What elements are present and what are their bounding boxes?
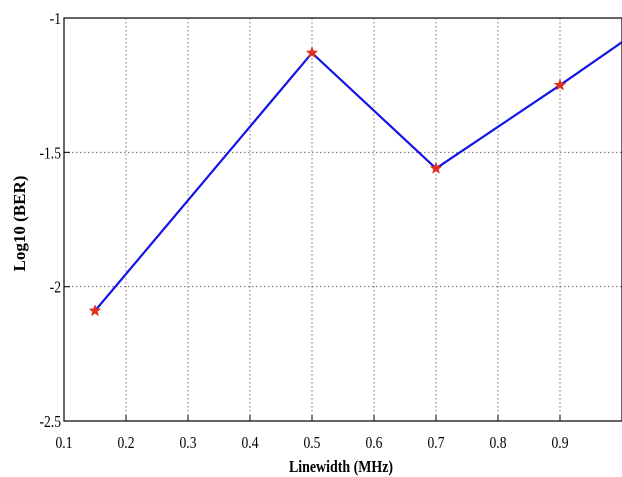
data-point-marker — [88, 304, 102, 317]
x-tick-label: 0.4 — [242, 434, 259, 453]
x-tick-label: 0.8 — [490, 434, 507, 453]
y-tick-label: -1.5 — [39, 144, 61, 163]
x-tick-label: 0.2 — [118, 434, 135, 453]
grid — [64, 18, 622, 421]
x-tick-label: 0.7 — [428, 434, 445, 453]
y-axis-label: Log10 (BER) — [10, 176, 29, 272]
y-tick-label: -2.5 — [39, 413, 61, 432]
plot-frame — [63, 17, 622, 422]
x-axis-ticks: 0.1 0.2 0.3 0.4 0.5 0.6 0.7 0.8 0.9 — [56, 415, 569, 452]
x-tick-label: 0.5 — [304, 434, 321, 453]
series-layer — [88, 41, 622, 317]
x-tick-label: 0.9 — [552, 434, 569, 453]
y-tick-label: -1 — [50, 10, 61, 29]
x-tick-label: 0.6 — [366, 434, 383, 453]
x-axis-label: Linewidth (MHz) — [289, 458, 393, 477]
data-point-marker — [305, 46, 319, 59]
series-line — [94, 41, 622, 312]
y-axis-ticks: -2.5 -2 -1.5 -1 — [39, 10, 70, 432]
x-tick-label: 0.3 — [180, 434, 197, 453]
data-point-marker — [553, 78, 567, 91]
y-tick-label: -2 — [50, 278, 61, 297]
data-point-marker — [429, 161, 443, 174]
x-tick-label: 0.1 — [56, 434, 73, 453]
